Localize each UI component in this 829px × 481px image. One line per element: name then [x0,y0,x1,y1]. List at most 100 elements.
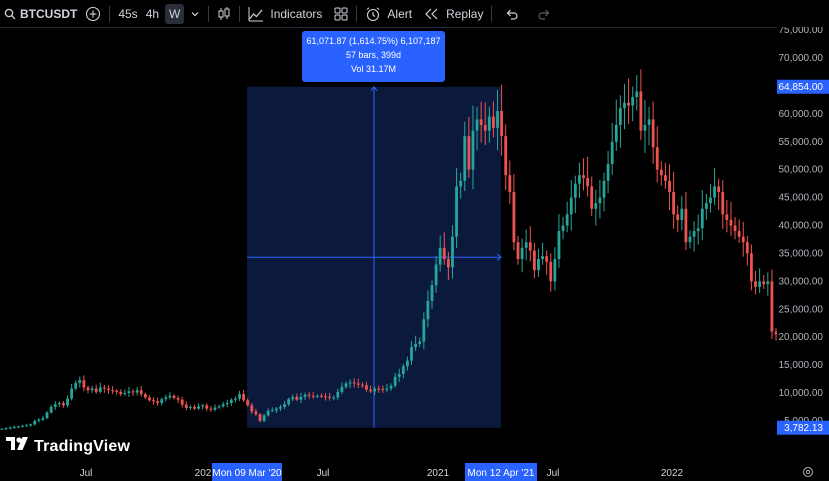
candle-body [160,399,164,404]
candle-body [537,259,540,271]
candle-body [614,125,618,142]
candle-body [184,404,188,409]
candle-body [131,391,135,393]
redo-icon [537,8,551,20]
candle-body [422,319,426,342]
candle-body [623,102,626,109]
price-tick-label: 15,000.00 [779,360,824,371]
candle-body [430,285,434,301]
price-axis[interactable]: 75,000.00 70,000.00 60,000.00 55,000.00 50,0… [777,27,829,454]
candle-body [696,228,700,232]
search-icon [4,8,16,20]
plus-circle-icon [85,6,101,22]
indicators-button[interactable]: Indicators [244,0,326,27]
interval-45s[interactable]: 45s [114,0,141,27]
candle-body [66,398,69,406]
time-axis[interactable]: Jul 202 Jul 2021 Jul 2022 Mon 09 Mar '20 Mon 1… [0,463,777,481]
candle-body [401,366,405,375]
candle-body [148,397,151,401]
candle-body [426,300,430,320]
candle-body [197,406,200,409]
candle-body [672,192,676,215]
candle-body [704,203,708,209]
candle-body [111,390,114,392]
candle-body [745,242,749,254]
compare-symbol-button[interactable] [81,0,105,27]
candle-body [303,394,307,397]
candle-body [561,225,565,232]
price-chart[interactable]: 75,000.00 70,000.00 60,000.00 55,000.00 50,0… [0,27,829,481]
candles-icon [217,6,231,22]
time-tick-label: Jul [547,468,560,479]
price-highlight-label: 64,854.00 [779,82,824,93]
price-tick-label: 25,000.00 [779,304,824,315]
interval-4h[interactable]: 4h [142,0,163,27]
candle-body [29,424,33,426]
price-highlight-box [777,79,829,94]
time-tick-label: Jul [317,468,330,479]
candle-body [98,387,102,392]
candle-body [594,203,598,209]
candle-body [569,197,573,215]
layouts-button[interactable] [330,0,352,27]
replay-button[interactable]: Replay [420,0,487,27]
candle-body [21,425,24,427]
candle-body [582,175,585,179]
symbol-search[interactable]: BTCUSDT [0,0,81,27]
candle-body [315,395,319,397]
chart-type-button[interactable] [213,0,235,27]
time-tick-label: Jul [80,468,93,479]
candle-body [0,428,4,430]
time-highlight-box [465,463,537,481]
candle-body [418,341,422,344]
alert-button[interactable]: Alert [361,0,416,27]
candle-body [356,383,360,385]
tradingview-logo[interactable]: TradingView [6,437,130,456]
candle-body [168,395,172,398]
candle-body [467,136,471,170]
redo-button[interactable] [528,0,560,27]
time-axis-background [0,463,777,481]
candle-body [729,219,733,226]
candle-body [332,397,336,399]
candle-body [348,382,352,384]
price-highlights: 64,854.00 3,782.13 [777,79,829,435]
candle-body [213,407,217,410]
interval-label: W [165,3,185,24]
candle-body [291,396,295,400]
candle-body [733,225,737,232]
price-highlight-box [777,420,829,435]
candle-body [520,247,524,259]
time-highlights: Mon 09 Mar '20 Mon 12 Apr '21 [212,463,537,481]
candle-body [471,130,475,170]
candle-body [639,91,643,131]
candle-body [12,427,16,429]
candle-body [770,281,774,332]
candle-body [766,281,770,285]
candle-body [479,119,483,125]
price-highlight-label: 3,782.13 [784,423,823,434]
candle-body [62,403,65,406]
candle-body [381,389,385,391]
candle-body [541,256,544,259]
candle-body [655,147,659,170]
candle-body [774,331,778,335]
interval-w[interactable]: W [163,0,186,27]
candle-body [45,412,49,419]
undo-button[interactable] [496,0,528,27]
candle-body [545,256,549,262]
symbol-label: BTCUSDT [20,6,78,21]
candle-body [680,208,684,220]
toolbar-divider [239,5,241,22]
toolbar-divider [356,5,358,22]
candle-body [549,261,553,282]
candle-body [172,395,176,399]
price-tick-label: 45,000.00 [779,193,824,204]
chart-settings-button[interactable] [803,467,813,477]
candle-body [725,214,729,220]
interval-dropdown[interactable] [186,0,204,27]
candle-body [127,391,131,393]
candle-body [262,415,266,421]
candle-body [590,186,594,209]
gear-icon [803,467,813,477]
